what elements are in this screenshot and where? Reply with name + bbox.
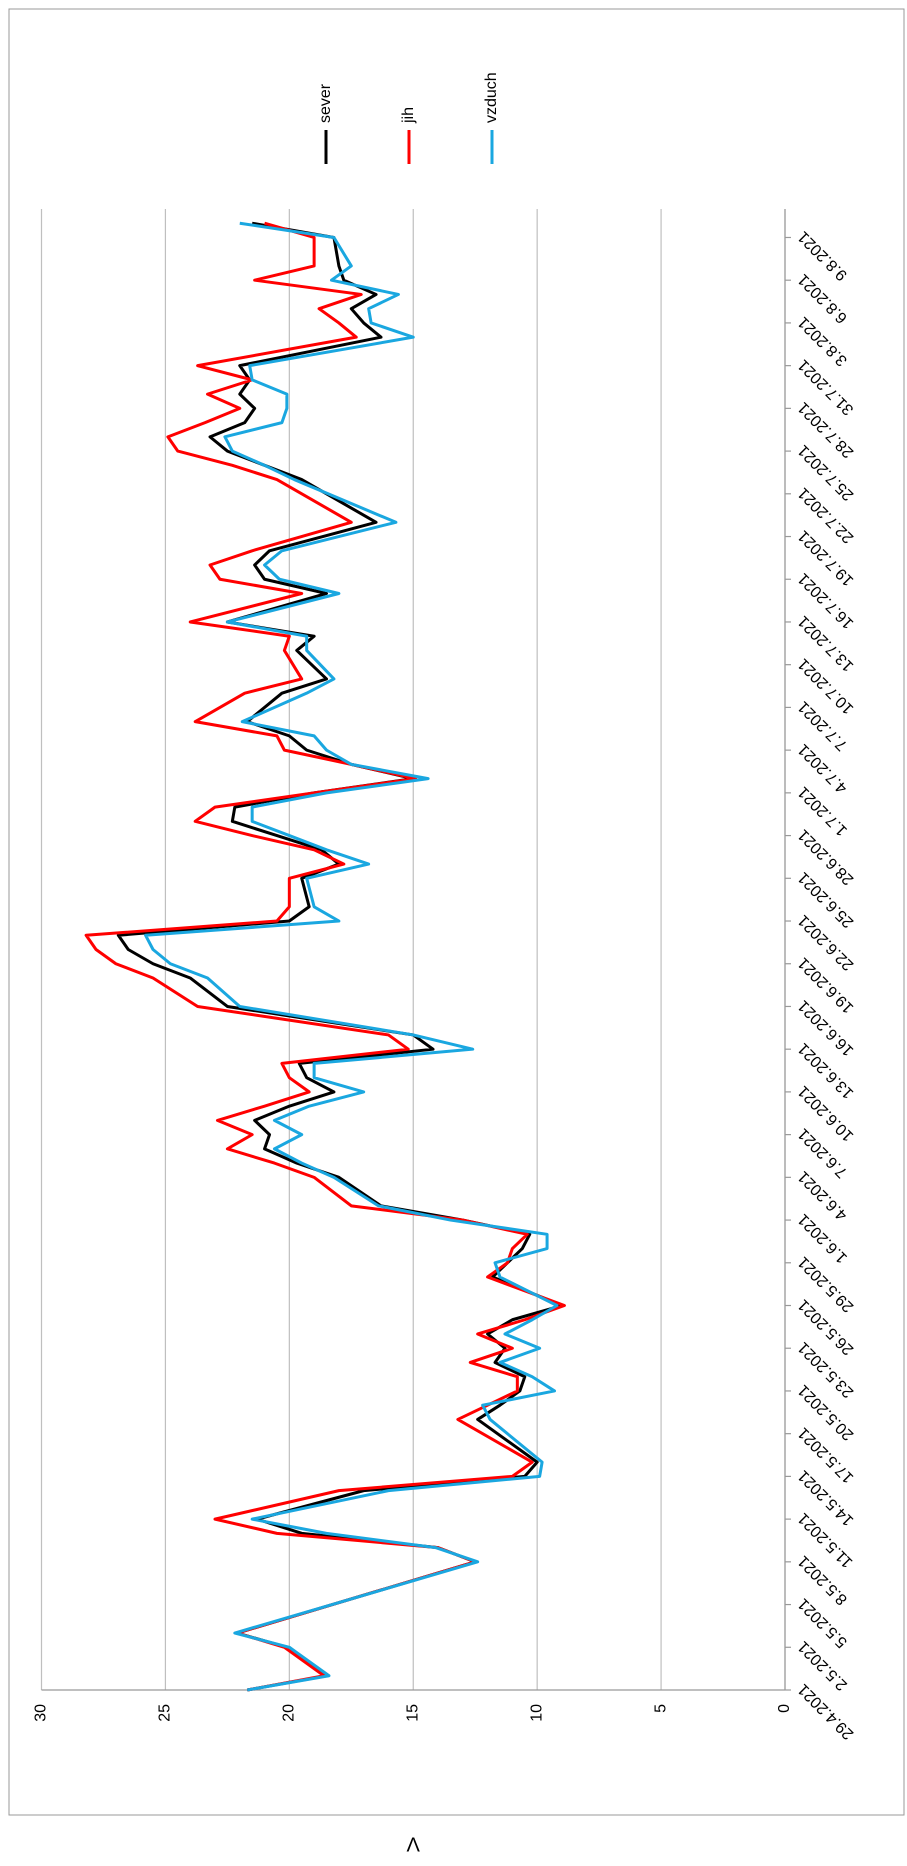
- legend-label: jih: [400, 107, 417, 124]
- y-tick-label: 15: [404, 1704, 421, 1722]
- y-tick-label: 20: [281, 1704, 298, 1722]
- y-tick-label: 30: [33, 1704, 50, 1722]
- y-tick-label: 5: [652, 1704, 669, 1713]
- series-line: [116, 221, 564, 1692]
- y-tick-label: 0: [776, 1704, 793, 1713]
- chart-border: [8, 8, 905, 1816]
- y-axis-title: V: [406, 1833, 420, 1855]
- legend-label: sever: [317, 83, 334, 123]
- series-line: [144, 221, 559, 1692]
- legend-label: vzduch: [483, 72, 500, 123]
- y-tick-label: 10: [528, 1704, 545, 1722]
- series-line: [84, 221, 566, 1692]
- y-tick-label: 25: [157, 1704, 174, 1722]
